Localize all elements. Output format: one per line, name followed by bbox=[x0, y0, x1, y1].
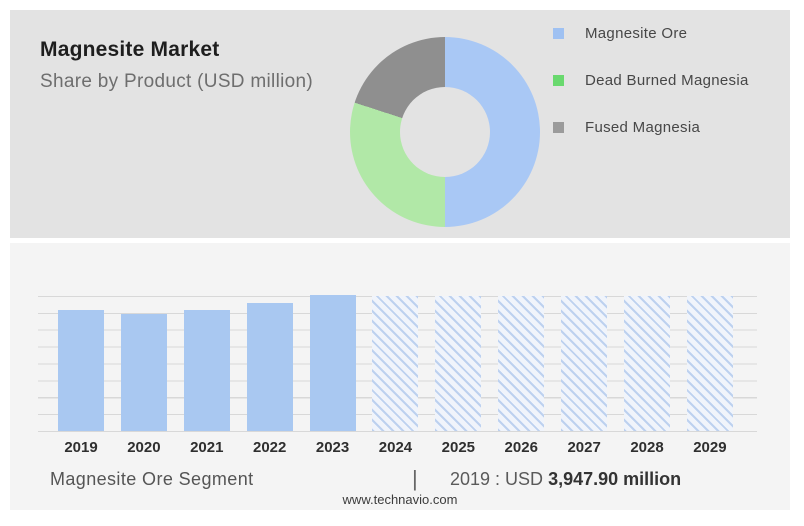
bar-chart: 2019 2020 2021 2022 2023 2024 2025 2026 2027 2028… bbox=[38, 294, 757, 464]
legend-swatch bbox=[553, 75, 564, 86]
bar-slot: 2029 bbox=[686, 296, 733, 464]
bar-2020 bbox=[120, 313, 167, 431]
page-subtitle: Share by Product (USD million) bbox=[40, 71, 313, 92]
donut-panel: Magnesite Market Share by Product (USD m… bbox=[10, 10, 790, 238]
website-url: www.technavio.com bbox=[342, 492, 458, 507]
bar-2019 bbox=[58, 309, 104, 431]
legend-item: Fused Magnesia bbox=[553, 104, 749, 151]
x-axis-label: 2020 bbox=[127, 439, 161, 456]
legend-label: Dead Burned Magnesia bbox=[585, 72, 749, 89]
x-axis-label: 2027 bbox=[567, 439, 601, 456]
bar-slot: 2023 bbox=[309, 294, 356, 464]
bar-slot: 2022 bbox=[246, 296, 293, 464]
bar-panel: 2019 2020 2021 2022 2023 2024 2025 2026 2027 2028… bbox=[10, 243, 790, 510]
legend-item: Dead Burned Magnesia bbox=[553, 57, 749, 104]
value-amount: 3,947.90 million bbox=[548, 469, 682, 489]
donut-chart bbox=[350, 37, 540, 227]
bar-2028 bbox=[624, 296, 671, 431]
caption-row: Magnesite Ore Segment | 2019 : USD 3,947… bbox=[10, 466, 790, 496]
x-axis-label: 2028 bbox=[630, 439, 664, 456]
x-axis-label: 2019 bbox=[64, 439, 98, 456]
bar-slot: 2019 bbox=[58, 296, 104, 464]
bar-2029 bbox=[686, 296, 733, 431]
bar-2027 bbox=[561, 296, 608, 431]
legend-label: Fused Magnesia bbox=[585, 119, 701, 136]
bar-slot: 2026 bbox=[498, 296, 545, 464]
bar-slot: 2024 bbox=[372, 296, 419, 464]
bars-row: 2019 2020 2021 2022 2023 2024 2025 2026 2027 2028… bbox=[58, 294, 733, 464]
x-axis-label: 2025 bbox=[441, 439, 476, 456]
bar-2024 bbox=[372, 296, 419, 431]
legend: Magnesite Ore Dead Burned Magnesia Fused M… bbox=[553, 10, 749, 151]
x-axis-label: 2022 bbox=[252, 439, 287, 456]
bar-slot: 2020 bbox=[120, 296, 167, 464]
x-axis-label: 2026 bbox=[504, 439, 538, 456]
bar-slot: 2027 bbox=[561, 296, 608, 464]
x-axis-label: 2021 bbox=[190, 439, 224, 456]
bar-2025 bbox=[435, 296, 482, 431]
value-prefix: 2019 : USD bbox=[450, 469, 544, 489]
legend-label: Magnesite Ore bbox=[585, 25, 688, 42]
bar-2021 bbox=[183, 309, 230, 431]
legend-swatch bbox=[553, 122, 564, 133]
x-axis-label: 2023 bbox=[315, 439, 350, 456]
x-axis-label: 2029 bbox=[693, 439, 727, 456]
caption-divider: | bbox=[412, 466, 418, 491]
title-block: Magnesite Market Share by Product (USD m… bbox=[40, 38, 313, 93]
legend-item: Magnesite Ore bbox=[553, 10, 749, 57]
bar-slot: 2028 bbox=[624, 296, 671, 464]
bar-2026 bbox=[498, 296, 545, 431]
page-title: Magnesite Market bbox=[40, 38, 220, 61]
bar-2023 bbox=[309, 294, 356, 431]
bar-slot: 2021 bbox=[183, 296, 230, 464]
bar-slot: 2025 bbox=[435, 296, 482, 464]
donut-hole bbox=[400, 87, 490, 177]
segment-label: Magnesite Ore Segment bbox=[50, 469, 254, 489]
legend-swatch bbox=[553, 28, 564, 39]
bar-2022 bbox=[246, 302, 293, 431]
segment-value: 2019 : USD 3,947.90 million bbox=[450, 469, 681, 490]
x-axis-label: 2024 bbox=[378, 439, 413, 456]
